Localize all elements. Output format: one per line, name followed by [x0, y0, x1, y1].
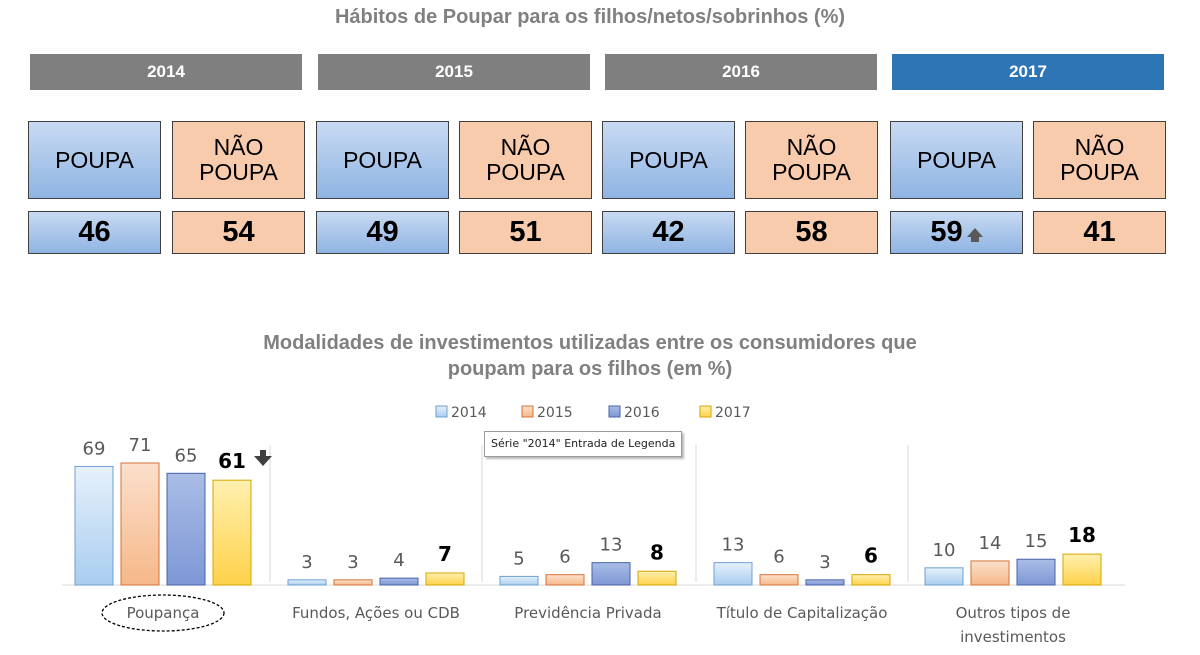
- category-label-2: Previdência Privada: [514, 604, 661, 622]
- nao-poupa-label-2016: NÃO POUPA: [745, 121, 878, 199]
- year-header-2016: 2016: [605, 54, 877, 90]
- poupa-value-text: 49: [366, 216, 399, 248]
- bar-2014-3: [713, 562, 753, 586]
- bar-2015-2: [545, 574, 585, 586]
- poupa-value-2014: 46: [28, 211, 161, 254]
- data-label-2016-2: 13: [600, 535, 623, 556]
- data-label-2017-0: 61: [218, 449, 246, 473]
- data-label-2016-3: 3: [819, 552, 830, 573]
- highlight-ellipse: [101, 594, 225, 632]
- data-label-2016-0: 65: [175, 445, 198, 466]
- nao-poupa-value-2014: 54: [172, 211, 305, 254]
- poupa-label-2017: POUPA: [890, 121, 1023, 199]
- bar-2016-0: [166, 472, 206, 586]
- bar-2017-3: [851, 574, 891, 586]
- nao-label-text: NÃO POUPA: [199, 134, 278, 185]
- nao-poupa-value-2016: 58: [745, 211, 878, 254]
- poupa-value-2015: 49: [316, 211, 449, 254]
- data-label-2015-1: 3: [347, 552, 358, 573]
- bar-2017-4: [1062, 553, 1102, 586]
- habits-title: Hábitos de Poupar para os filhos/netos/s…: [334, 6, 846, 28]
- category-label-4: Outros tipos de: [956, 604, 1071, 622]
- nao-poupa-label-2015: NÃO POUPA: [459, 121, 592, 199]
- year-header-2017: 2017: [892, 54, 1164, 90]
- year-header-2015: 2015: [318, 54, 590, 90]
- legend-label-2015: 2015: [537, 405, 573, 421]
- poupa-value-text: 42: [652, 216, 685, 248]
- bar-2014-2: [499, 575, 539, 586]
- data-label-2015-2: 6: [559, 547, 570, 568]
- poupa-label-2015: POUPA: [316, 121, 449, 199]
- year-header-2014: 2014: [30, 54, 302, 90]
- chart-title-line-2: poupam para os filhos (em %): [447, 358, 733, 380]
- bar-2014-4: [924, 567, 964, 586]
- nao-label-text: NÃO POUPA: [486, 134, 565, 185]
- poupa-value-2017: 59: [890, 211, 1023, 254]
- data-label-2017-2: 8: [650, 540, 664, 564]
- legend-label-2014: 2014: [451, 405, 487, 421]
- legend-label-2017: 2017: [715, 405, 751, 421]
- data-label-2014-0: 69: [83, 438, 106, 459]
- up-arrow-icon: [966, 228, 983, 242]
- chart-title-line-1: Modalidades de investimentos utilizadas …: [263, 332, 917, 354]
- bar-2015-0: [120, 462, 160, 586]
- nao-label-text: NÃO POUPA: [1060, 134, 1139, 185]
- legend-swatch-2014: [435, 405, 448, 418]
- nao-poupa-value-2017: 41: [1033, 211, 1166, 254]
- legend-swatch-2017: [699, 405, 712, 418]
- category-label-0: Poupança: [127, 604, 200, 622]
- bar-2016-1: [379, 577, 419, 586]
- data-label-2015-4: 14: [979, 533, 1002, 554]
- bar-2014-1: [287, 579, 327, 586]
- data-label-2017-4: 18: [1068, 523, 1096, 547]
- data-label-2014-2: 5: [513, 548, 524, 569]
- data-label-2016-4: 15: [1025, 531, 1048, 552]
- poupa-value-text: 46: [78, 216, 111, 248]
- bar-2014-0: [74, 465, 114, 586]
- data-label-2014-1: 3: [301, 552, 312, 573]
- nao-poupa-label-2017: NÃO POUPA: [1033, 121, 1166, 199]
- data-label-2014-4: 10: [933, 540, 956, 561]
- data-label-2014-3: 13: [722, 535, 745, 556]
- down-arrow-icon: [254, 450, 272, 466]
- nao-label-text: NÃO POUPA: [772, 134, 851, 185]
- legend-swatch-2015: [521, 405, 534, 418]
- legend-tooltip: Série "2014" Entrada de Legenda: [484, 431, 683, 457]
- bar-2017-2: [637, 570, 677, 586]
- poupa-label-2014: POUPA: [28, 121, 161, 199]
- bar-2017-0: [212, 479, 252, 586]
- bar-2015-4: [970, 560, 1010, 586]
- bar-2017-1: [425, 572, 465, 586]
- data-label-2017-1: 7: [438, 542, 452, 566]
- investments-chart-title: Modalidades de investimentos utilizadas …: [0, 330, 1180, 382]
- poupa-value-text: 59: [930, 216, 963, 248]
- bar-2016-4: [1016, 558, 1056, 586]
- nao-poupa-value-2015: 51: [459, 211, 592, 254]
- category-label-3: Título de Capitalização: [716, 604, 888, 622]
- bar-2015-3: [759, 574, 799, 586]
- bar-2015-1: [333, 579, 373, 586]
- legend-swatch-2016: [608, 405, 621, 418]
- nao-poupa-label-2014: NÃO POUPA: [172, 121, 305, 199]
- data-label-2015-3: 6: [773, 547, 784, 568]
- poupa-label-2016: POUPA: [602, 121, 735, 199]
- bar-2016-2: [591, 562, 631, 586]
- legend-label-2016: 2016: [624, 405, 660, 421]
- category-label-4-line1: investimentos: [960, 628, 1066, 646]
- data-label-2017-3: 6: [864, 544, 878, 568]
- bar-2016-3: [805, 579, 845, 586]
- category-label-1: Fundos, Ações ou CDB: [292, 604, 460, 622]
- data-label-2016-1: 4: [393, 550, 404, 571]
- poupa-value-2016: 42: [602, 211, 735, 254]
- data-label-2015-0: 71: [129, 435, 152, 456]
